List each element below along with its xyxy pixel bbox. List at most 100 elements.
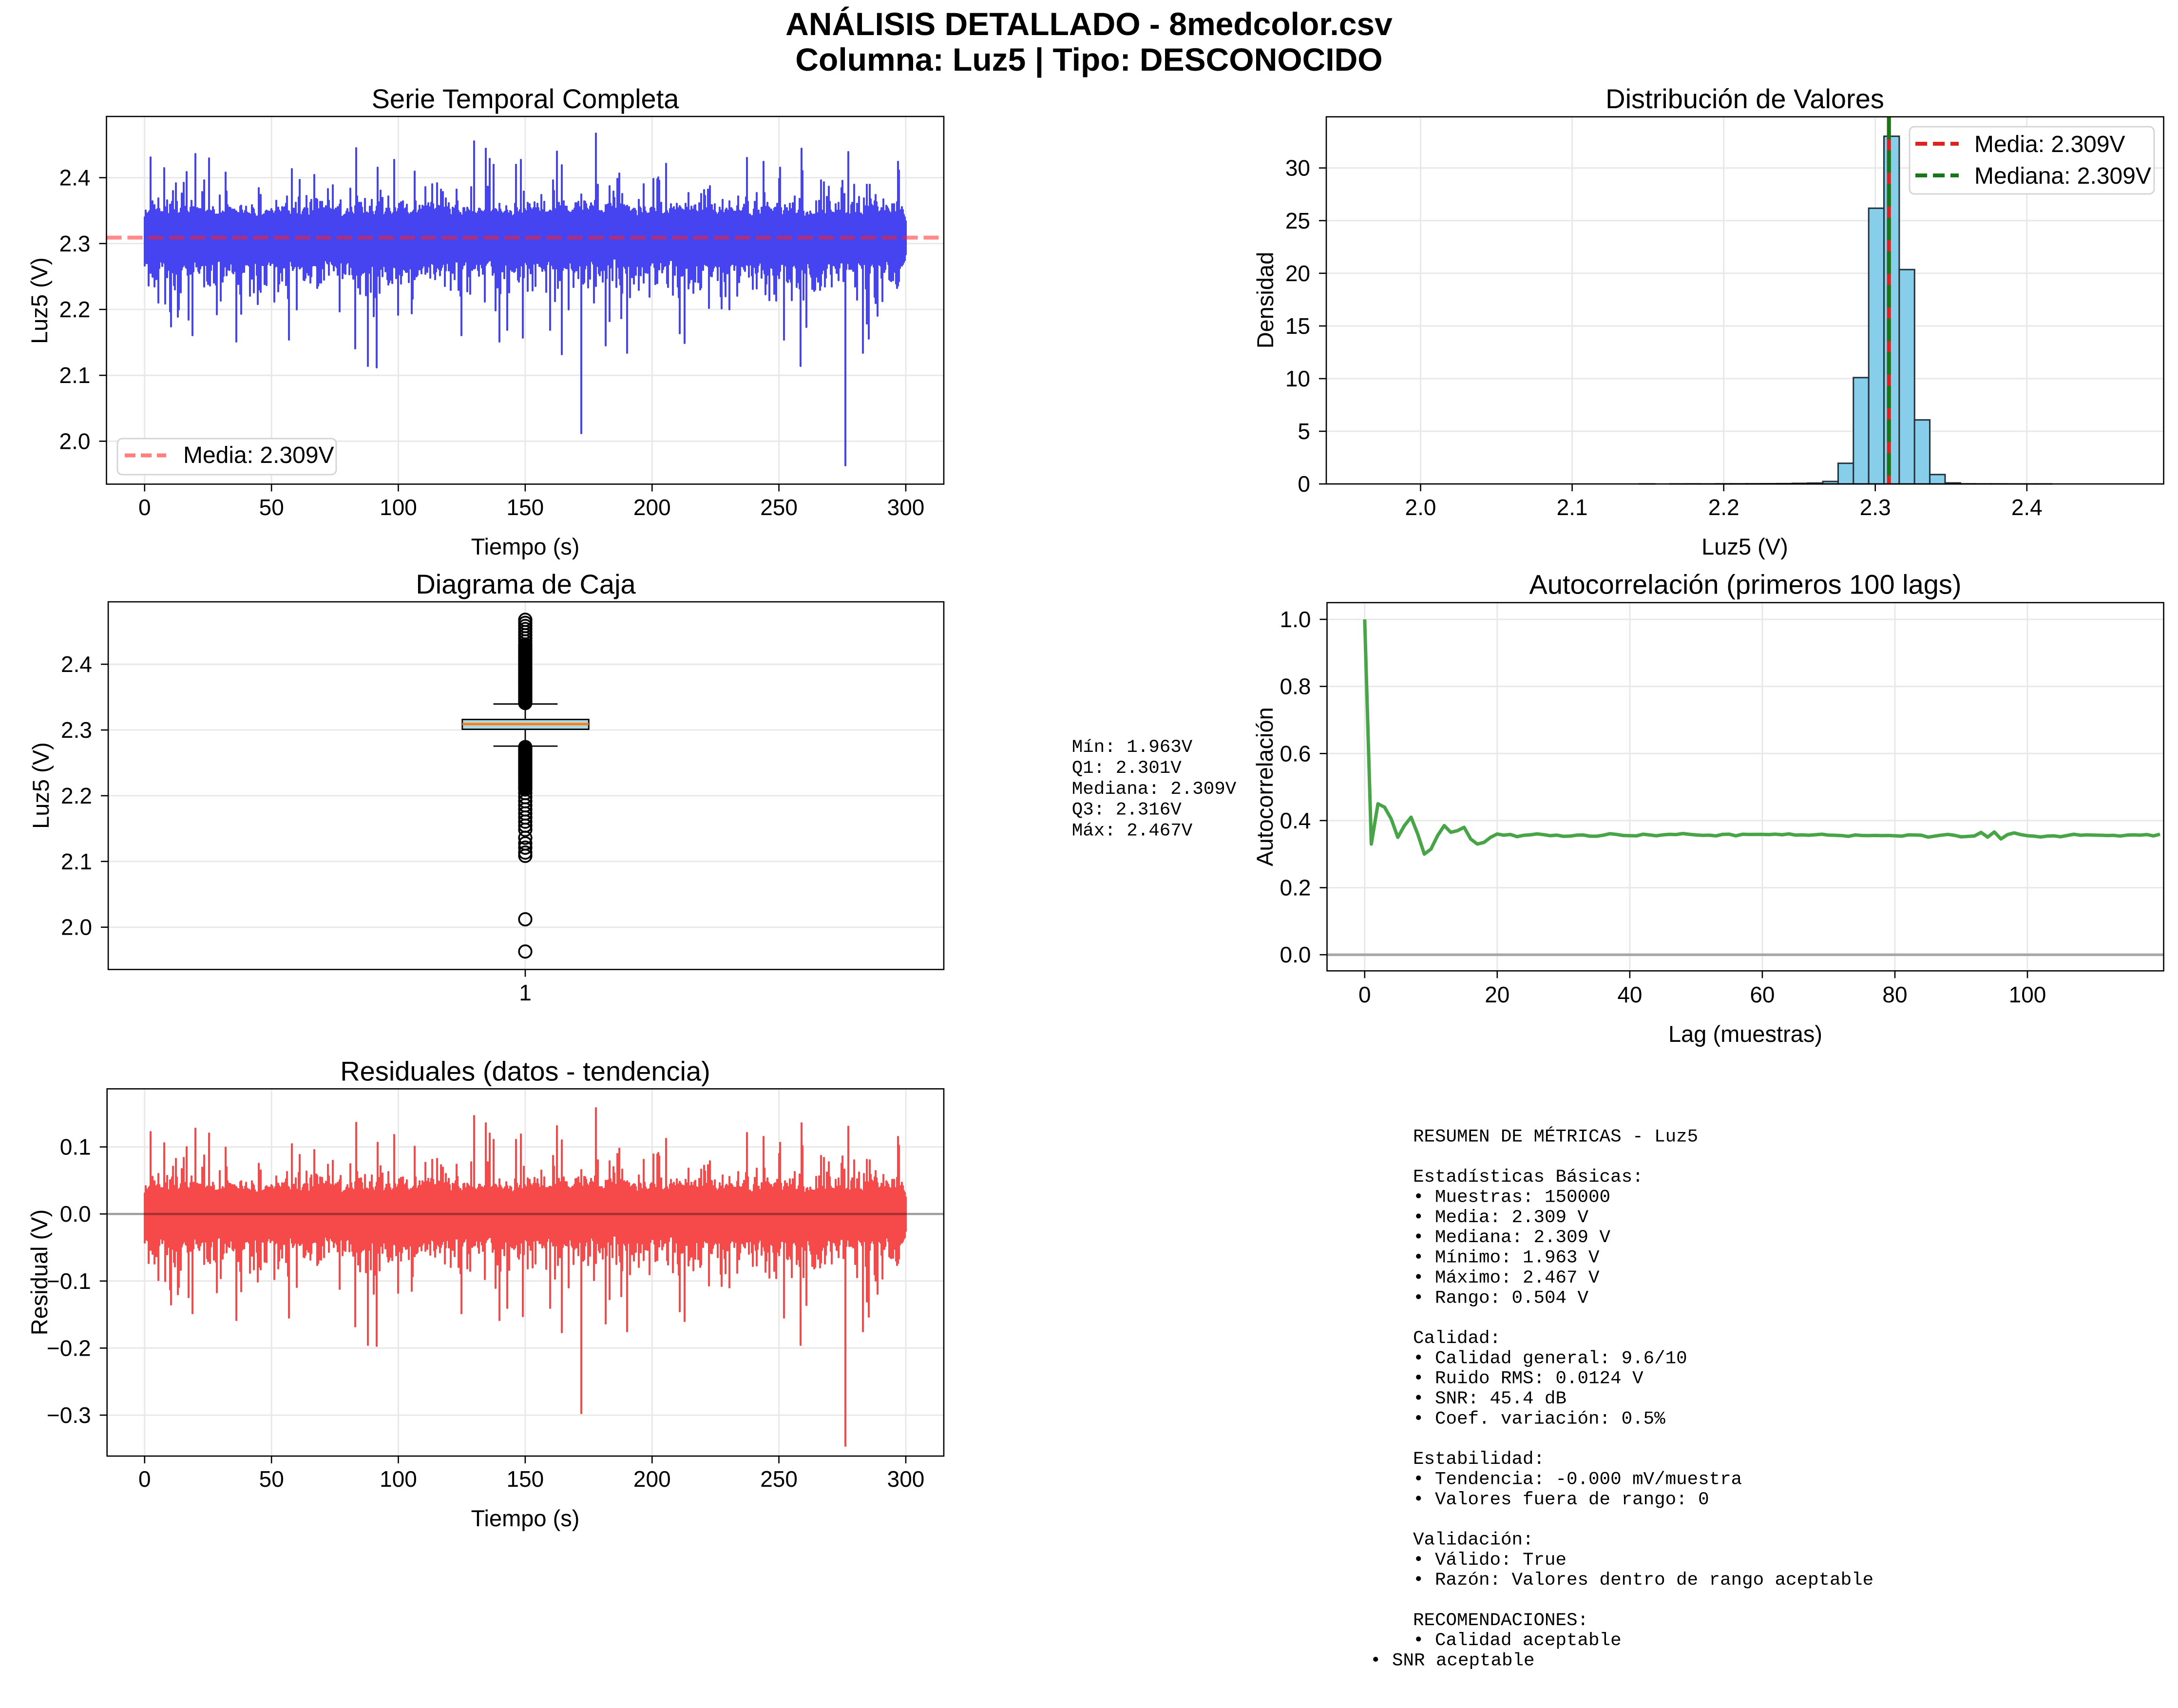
svg-text:Densidad: Densidad	[1252, 252, 1278, 349]
svg-text:2.0: 2.0	[59, 428, 91, 454]
svg-text:Mín: 1.963V: Mín: 1.963V	[1072, 737, 1193, 758]
svg-text:2.1: 2.1	[61, 849, 92, 874]
svg-text:0.1: 0.1	[60, 1134, 91, 1160]
svg-text:100: 100	[380, 1466, 417, 1492]
svg-text:250: 250	[760, 1466, 798, 1492]
svg-text:• Máximo: 2.467 V: • Máximo: 2.467 V	[1413, 1268, 1600, 1288]
svg-text:20: 20	[1285, 261, 1310, 286]
svg-text:Media: 2.309V: Media: 2.309V	[183, 442, 334, 468]
svg-text:Columna: Luz5 | Tipo: DESCONOC: Columna: Luz5 | Tipo: DESCONOCIDO	[795, 41, 1382, 78]
svg-text:Lag (muestras): Lag (muestras)	[1668, 1021, 1822, 1047]
svg-text:2.3: 2.3	[1860, 495, 1891, 520]
svg-text:• Calidad general: 9.6/10: • Calidad general: 9.6/10	[1413, 1348, 1687, 1369]
svg-text:15: 15	[1285, 313, 1310, 339]
svg-text:• Razón: Valores dentro de ran: • Razón: Valores dentro de rango aceptab…	[1413, 1570, 1873, 1591]
svg-text:0.4: 0.4	[1280, 808, 1311, 833]
svg-text:25: 25	[1285, 208, 1310, 233]
svg-text:0: 0	[1358, 982, 1371, 1007]
svg-text:Tiempo (s): Tiempo (s)	[471, 534, 580, 559]
svg-text:300: 300	[887, 495, 925, 520]
svg-text:Media: 2.309V: Media: 2.309V	[1974, 132, 2125, 157]
svg-text:• SNR: 45.4 dB: • SNR: 45.4 dB	[1413, 1389, 1567, 1409]
svg-text:150: 150	[507, 495, 544, 520]
svg-text:• Tendencia: -0.000 mV/muestra: • Tendencia: -0.000 mV/muestra	[1413, 1469, 1742, 1490]
svg-text:Autocorrelación: Autocorrelación	[1252, 707, 1278, 866]
svg-text:Mediana: 2.309V: Mediana: 2.309V	[1072, 779, 1237, 800]
svg-text:50: 50	[259, 1466, 284, 1492]
svg-text:0.6: 0.6	[1280, 741, 1311, 766]
svg-text:2.4: 2.4	[59, 165, 91, 191]
svg-text:2.2: 2.2	[1708, 495, 1739, 520]
svg-text:• Válido: True: • Válido: True	[1413, 1550, 1567, 1571]
svg-text:• Mínimo: 1.963 V: • Mínimo: 1.963 V	[1413, 1248, 1600, 1268]
svg-text:60: 60	[1750, 982, 1775, 1007]
svg-text:100: 100	[2009, 982, 2046, 1007]
svg-text:2.4: 2.4	[61, 652, 92, 677]
svg-text:• Coef. variación: 0.5%: • Coef. variación: 0.5%	[1413, 1409, 1665, 1429]
svg-text:−0.2: −0.2	[47, 1335, 91, 1361]
svg-text:• Valores fuera de rango: 0: • Valores fuera de rango: 0	[1413, 1490, 1709, 1510]
svg-text:10: 10	[1285, 366, 1310, 391]
svg-text:−0.1: −0.1	[47, 1268, 91, 1294]
svg-text:Estabilidad:: Estabilidad:	[1413, 1449, 1545, 1470]
svg-text:Q1: 2.301V: Q1: 2.301V	[1072, 758, 1182, 779]
svg-text:−0.3: −0.3	[47, 1402, 91, 1428]
svg-text:0.2: 0.2	[1280, 875, 1311, 901]
svg-text:Calidad:: Calidad:	[1413, 1328, 1501, 1349]
svg-text:Máx: 2.467V: Máx: 2.467V	[1072, 821, 1193, 842]
svg-text:Residual (V): Residual (V)	[26, 1209, 52, 1336]
svg-text:200: 200	[633, 495, 671, 520]
svg-text:Residuales (datos - tendencia): Residuales (datos - tendencia)	[340, 1056, 710, 1087]
svg-text:Distribución de Valores: Distribución de Valores	[1605, 83, 1884, 114]
svg-text:ANÁLISIS DETALLADO - 8medcolor: ANÁLISIS DETALLADO - 8medcolor.csv	[785, 6, 1393, 42]
svg-text:Luz5 (V): Luz5 (V)	[26, 257, 52, 344]
svg-text:2.0: 2.0	[1405, 495, 1436, 520]
svg-text:2.1: 2.1	[1557, 495, 1588, 520]
svg-text:1: 1	[519, 980, 532, 1005]
svg-text:20: 20	[1485, 982, 1509, 1007]
svg-text:200: 200	[633, 1466, 671, 1492]
svg-text:RESUMEN DE MÉTRICAS - Luz5: RESUMEN DE MÉTRICAS - Luz5	[1413, 1127, 1698, 1148]
svg-text:2.3: 2.3	[59, 231, 91, 256]
svg-text:80: 80	[1882, 982, 1907, 1007]
svg-text:Mediana: 2.309V: Mediana: 2.309V	[1974, 163, 2151, 189]
svg-text:0.0: 0.0	[1280, 942, 1311, 967]
svg-text:150: 150	[507, 1466, 544, 1492]
svg-text:1.0: 1.0	[1280, 607, 1311, 632]
svg-text:2.4: 2.4	[2011, 495, 2043, 520]
svg-text:2.2: 2.2	[61, 783, 92, 808]
svg-text:40: 40	[1617, 982, 1642, 1007]
svg-text:Estadísticas Básicas:: Estadísticas Básicas:	[1413, 1167, 1643, 1188]
svg-text:0: 0	[138, 1466, 151, 1492]
svg-text:• Calidad aceptable: • Calidad aceptable	[1413, 1631, 1622, 1651]
svg-text:• Ruido RMS: 0.0124 V: • Ruido RMS: 0.0124 V	[1413, 1369, 1643, 1389]
svg-text:• Media: 2.309 V: • Media: 2.309 V	[1413, 1208, 1589, 1228]
svg-text:100: 100	[380, 495, 417, 520]
svg-text:• Muestras: 150000: • Muestras: 150000	[1413, 1188, 1610, 1208]
svg-text:Diagrama de Caja: Diagrama de Caja	[416, 569, 636, 599]
svg-text:0.8: 0.8	[1280, 674, 1311, 699]
svg-text:Luz5 (V): Luz5 (V)	[1701, 534, 1788, 559]
svg-text:• SNR aceptable: • SNR aceptable	[1370, 1651, 1535, 1671]
svg-text:0: 0	[138, 495, 151, 520]
svg-text:0: 0	[1298, 471, 1310, 497]
svg-text:Q3: 2.316V: Q3: 2.316V	[1072, 800, 1182, 821]
svg-text:0.0: 0.0	[60, 1201, 91, 1227]
svg-text:Validación:: Validación:	[1413, 1530, 1534, 1551]
svg-text:Luz5 (V): Luz5 (V)	[28, 742, 54, 829]
svg-text:2.0: 2.0	[61, 915, 92, 940]
svg-text:• Rango: 0.504 V: • Rango: 0.504 V	[1413, 1288, 1589, 1308]
svg-text:Tiempo (s): Tiempo (s)	[471, 1505, 580, 1531]
svg-text:250: 250	[760, 495, 798, 520]
svg-text:300: 300	[887, 1466, 925, 1492]
svg-text:Serie Temporal Completa: Serie Temporal Completa	[372, 83, 680, 114]
svg-text:2.1: 2.1	[59, 363, 91, 388]
svg-text:• Mediana: 2.309 V: • Mediana: 2.309 V	[1413, 1228, 1611, 1248]
svg-text:50: 50	[259, 495, 284, 520]
svg-text:30: 30	[1285, 155, 1310, 181]
svg-text:5: 5	[1298, 419, 1310, 444]
svg-text:RECOMENDACIONES:: RECOMENDACIONES:	[1413, 1611, 1588, 1631]
svg-text:Autocorrelación (primeros 100: Autocorrelación (primeros 100 lags)	[1529, 569, 1961, 600]
svg-text:2.2: 2.2	[59, 297, 91, 322]
svg-text:2.3: 2.3	[61, 717, 92, 743]
